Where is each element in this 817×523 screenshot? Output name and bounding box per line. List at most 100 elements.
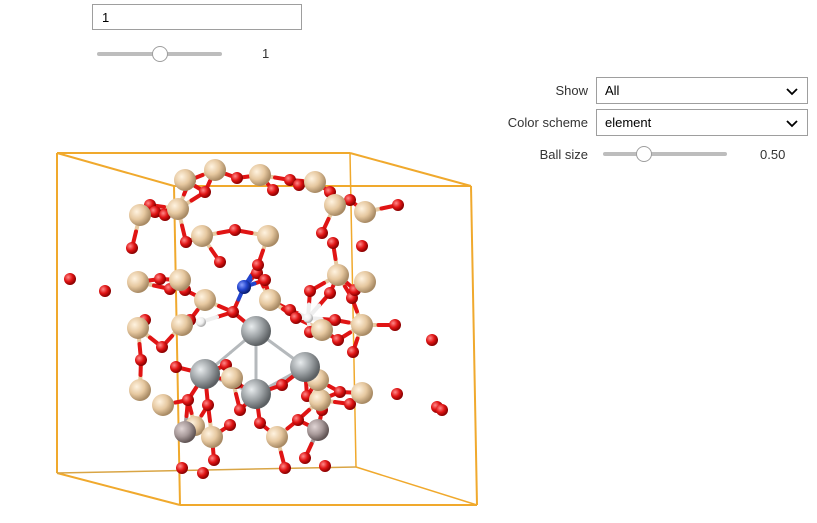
oxygen-atom: [279, 462, 291, 474]
metal-atom: [174, 421, 196, 443]
silicon-atom: [327, 264, 349, 286]
oxygen-atom: [284, 174, 296, 186]
oxygen-atom: [234, 404, 246, 416]
silicon-atom: [354, 271, 376, 293]
show-label: Show: [555, 83, 588, 98]
unit-cell-edge: [56, 472, 181, 506]
oxygen-atom: [254, 417, 266, 429]
oxygen-atom: [304, 285, 316, 297]
silicon-atom: [152, 394, 174, 416]
oxygen-atom: [334, 386, 346, 398]
silicon-atom: [221, 367, 243, 389]
oxygen-atom: [202, 399, 214, 411]
silicon-atom: [257, 225, 279, 247]
metal-atom: [190, 359, 220, 389]
color-scheme-select[interactable]: element: [596, 109, 808, 136]
oxygen-atom: [208, 454, 220, 466]
oxygen-atom: [276, 379, 288, 391]
oxygen-atom: [182, 394, 194, 406]
oxygen-atom: [292, 414, 304, 426]
chevron-down-icon: [786, 87, 798, 95]
oxygen-atom: [99, 285, 111, 297]
oxygen-atom: [126, 242, 138, 254]
silicon-atom: [324, 194, 346, 216]
ball-size-slider-track: [603, 152, 727, 156]
oxygen-atom: [344, 398, 356, 410]
silicon-atom: [169, 269, 191, 291]
frame-slider-thumb[interactable]: [151, 46, 168, 62]
silicon-atom: [204, 159, 226, 181]
silicon-atom: [266, 426, 288, 448]
oxygen-atom: [197, 467, 209, 479]
oxygen-atom: [327, 237, 339, 249]
chevron-down-icon: [786, 119, 798, 127]
ball-size-slider[interactable]: [603, 145, 727, 163]
metal-atom: [307, 419, 329, 441]
oxygen-atom: [135, 354, 147, 366]
show-select-value: All: [605, 83, 620, 98]
nitrogen-atom: [237, 280, 251, 294]
molecule-viewer[interactable]: [0, 140, 500, 523]
oxygen-atom: [229, 224, 241, 236]
unit-cell-edge: [470, 185, 478, 506]
silicon-atom: [171, 314, 193, 336]
silicon-atom: [351, 314, 373, 336]
silicon-atom: [309, 389, 331, 411]
frame-slider-value: 1: [262, 46, 270, 61]
silicon-atom: [351, 382, 373, 404]
silicon-atom: [174, 169, 196, 191]
oxygen-atom: [391, 388, 403, 400]
silicon-atom: [354, 201, 376, 223]
oxygen-atom: [227, 306, 239, 318]
oxygen-atom: [259, 274, 271, 286]
oxygen-atom: [64, 273, 76, 285]
oxygen-atom: [231, 172, 243, 184]
color-scheme-label: Color scheme: [507, 115, 588, 130]
oxygen-atom: [154, 273, 166, 285]
frame-slider[interactable]: [97, 45, 222, 63]
oxygen-atom: [329, 314, 341, 326]
silicon-atom: [201, 426, 223, 448]
show-select[interactable]: All: [596, 77, 808, 104]
frame-input[interactable]: [92, 4, 302, 30]
oxygen-atom: [214, 256, 226, 268]
silicon-atom: [129, 379, 151, 401]
color-scheme-select-value: element: [605, 115, 652, 130]
oxygen-atom: [156, 341, 168, 353]
oxygen-atom: [224, 419, 236, 431]
oxygen-atom: [290, 312, 302, 324]
ball-size-label: Ball size: [539, 147, 588, 162]
oxygen-atom: [252, 259, 264, 271]
silicon-atom: [311, 319, 333, 341]
oxygen-atom: [389, 319, 401, 331]
metal-atom: [241, 379, 271, 409]
silicon-atom: [127, 271, 149, 293]
silicon-atom: [191, 225, 213, 247]
oxygen-atom: [293, 179, 305, 191]
unit-cell-edge: [173, 185, 181, 506]
oxygen-atom: [319, 460, 331, 472]
silicon-atom: [249, 164, 271, 186]
oxygen-atom: [436, 404, 448, 416]
hydrogen-atom: [196, 317, 206, 327]
atoms: [64, 159, 448, 479]
silicon-atom: [304, 171, 326, 193]
oxygen-atom: [316, 227, 328, 239]
unit-cell-edge: [56, 152, 175, 187]
unit-cell-box: [56, 152, 478, 506]
metal-atom: [290, 352, 320, 382]
oxygen-atom: [426, 334, 438, 346]
oxygen-atom: [199, 186, 211, 198]
silicon-atom: [127, 317, 149, 339]
oxygen-atom: [299, 452, 311, 464]
oxygen-atom: [347, 346, 359, 358]
oxygen-atom: [170, 361, 182, 373]
oxygen-atom: [267, 184, 279, 196]
ball-size-slider-thumb[interactable]: [635, 146, 652, 162]
oxygen-atom: [180, 236, 192, 248]
oxygen-atom: [344, 194, 356, 206]
oxygen-atom: [324, 287, 336, 299]
oxygen-atom: [176, 462, 188, 474]
oxygen-atom: [149, 206, 161, 218]
ball-size-value: 0.50: [760, 147, 786, 162]
